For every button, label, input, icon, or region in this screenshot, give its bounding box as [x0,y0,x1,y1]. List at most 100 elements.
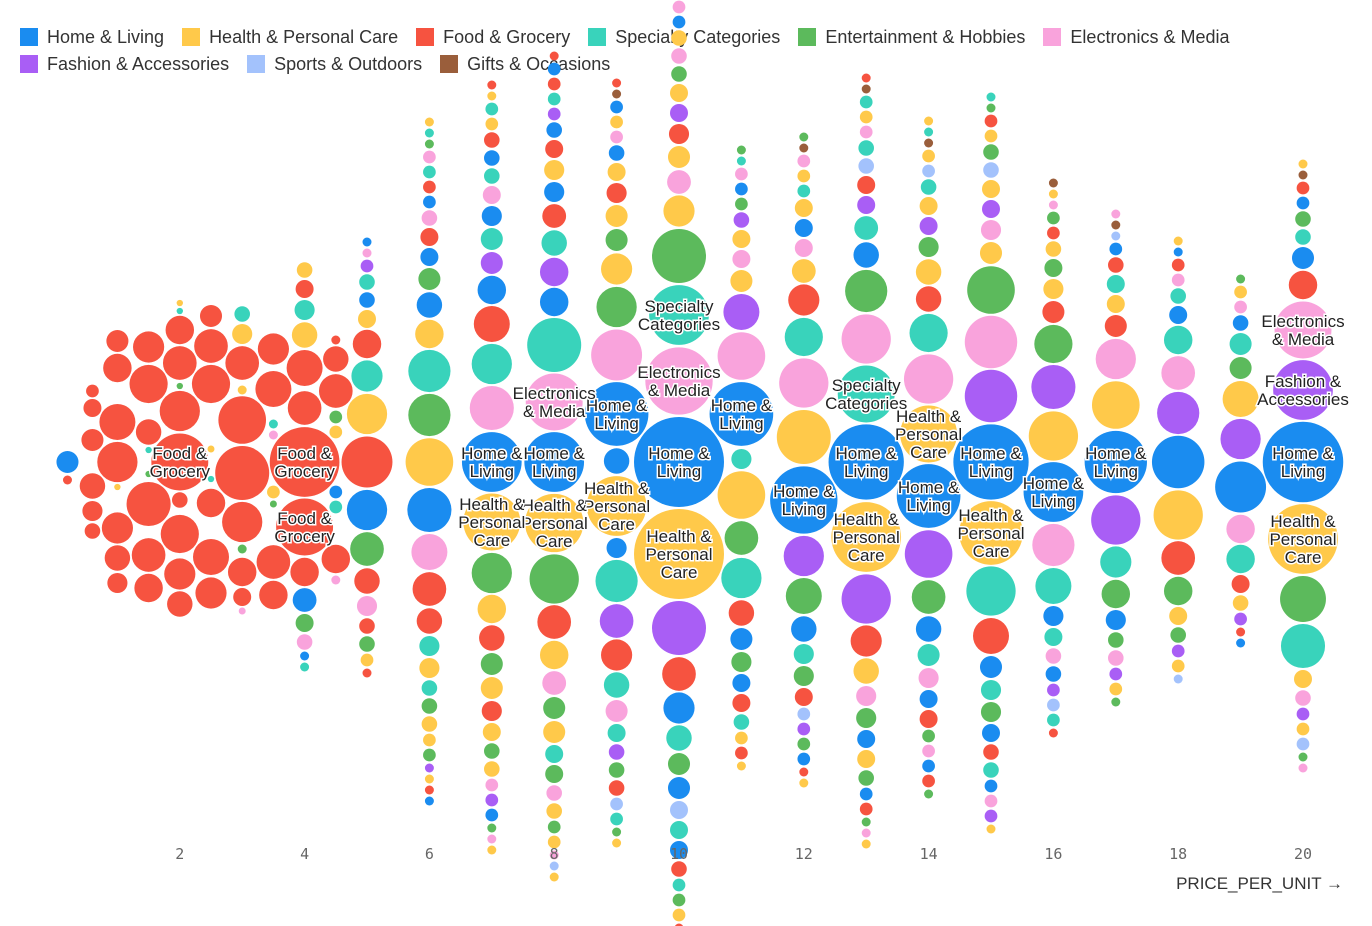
bubble-health-personal-care[interactable] [477,594,507,624]
bubble-health-personal-care[interactable] [485,117,499,131]
bubble-electronics-media[interactable] [841,314,891,364]
bubble-food-grocery[interactable] [134,573,163,603]
bubble-food-grocery[interactable] [215,446,270,500]
bubble-health-personal-care[interactable] [799,778,809,788]
bubble-home-living[interactable] [1262,421,1344,503]
bubble-food-grocery[interactable] [276,498,334,556]
bubble-specialty-categories[interactable] [1044,628,1063,646]
bubble-health-personal-care[interactable] [424,774,434,784]
bubble-food-grocery[interactable] [1047,226,1060,240]
bubble-health-personal-care[interactable] [791,259,816,283]
bubble-fashion-accessories[interactable] [1234,612,1247,626]
bubble-fashion-accessories[interactable] [797,722,811,736]
bubble-home-living[interactable] [329,485,343,499]
bubble-entertainment-hobbies[interactable] [359,636,375,652]
bubble-food-grocery[interactable] [537,605,572,639]
bubble-health-personal-care[interactable] [232,323,253,345]
bubble-food-grocery[interactable] [323,346,349,372]
bubble-specialty-categories[interactable] [485,102,499,116]
bubble-health-personal-care[interactable] [543,720,566,744]
bubble-food-grocery[interactable] [227,557,257,587]
bubble-home-living[interactable] [794,219,813,237]
bubble-specialty-categories[interactable] [1106,275,1125,293]
bubble-entertainment-hobbies[interactable] [1047,211,1060,225]
bubble-sports-outdoors[interactable] [670,801,688,819]
bubble-food-grocery[interactable] [735,746,748,760]
bubble-health-personal-care[interactable] [959,501,1023,565]
bubble-sports-outdoors[interactable] [549,861,559,871]
bubble-health-personal-care[interactable] [900,405,958,463]
bubble-specialty-categories[interactable] [920,179,937,195]
bubble-fashion-accessories[interactable] [608,744,625,760]
bubble-electronics-media[interactable] [1161,356,1196,390]
bubble-home-living[interactable] [979,655,1003,679]
bubble-fashion-accessories[interactable] [480,251,503,275]
bubble-food-grocery[interactable] [83,399,102,417]
bubble-health-personal-care[interactable] [176,299,183,307]
bubble-specialty-categories[interactable] [733,714,750,730]
bubble-specialty-categories[interactable] [986,92,996,102]
bubble-electronics-media[interactable] [1234,300,1247,314]
bubble-fashion-accessories[interactable] [652,601,706,655]
bubble-health-personal-care[interactable] [857,750,876,768]
bubble-entertainment-hobbies[interactable] [1108,632,1124,648]
bubble-food-grocery[interactable] [362,668,372,678]
bubble-health-personal-care[interactable] [544,159,565,181]
bubble-gifts-occasions[interactable] [924,138,934,148]
bubble-specialty-categories[interactable] [858,140,874,156]
bubble-food-grocery[interactable] [788,284,820,316]
bubble-food-grocery[interactable] [359,618,375,634]
legend-item[interactable]: Specialty Categories [588,26,780,48]
bubble-health-personal-care[interactable] [670,84,688,102]
bubble-specialty-categories[interactable] [176,307,183,315]
bubble-health-personal-care[interactable] [1153,490,1203,540]
legend-item[interactable]: Sports & Outdoors [247,53,422,75]
bubble-fashion-accessories[interactable] [723,294,760,330]
bubble-health-personal-care[interactable] [915,259,942,285]
bubble-food-grocery[interactable] [225,346,260,380]
bubble-electronics-media[interactable] [421,210,438,226]
bubble-food-grocery[interactable] [1231,575,1250,593]
legend-item[interactable]: Food & Grocery [416,26,570,48]
bubble-health-personal-care[interactable] [853,658,879,684]
bubble-gifts-occasions[interactable] [1048,178,1058,188]
legend-item[interactable]: Home & Living [20,26,164,48]
bubble-home-living[interactable] [663,692,695,724]
bubble-specialty-categories[interactable] [234,306,250,322]
bubble-health-personal-care[interactable] [423,733,436,747]
bubble-health-personal-care[interactable] [1169,607,1188,625]
bubble-home-living[interactable] [670,841,688,859]
bubble-electronics-media[interactable] [542,671,567,695]
bubble-fashion-accessories[interactable] [733,212,750,228]
bubble-entertainment-hobbies[interactable] [418,267,441,291]
bubble-electronics-media[interactable] [1295,690,1311,706]
bubble-food-grocery[interactable] [983,744,999,760]
bubble-food-grocery[interactable] [84,523,101,539]
bubble-health-personal-care[interactable] [346,393,388,435]
bubble-entertainment-hobbies[interactable] [799,132,809,142]
bubble-health-personal-care[interactable] [797,169,811,183]
bubble-sports-outdoors[interactable] [922,164,935,178]
bubble-entertainment-hobbies[interactable] [484,743,500,759]
bubble-home-living[interactable] [1105,609,1126,631]
bubble-food-grocery[interactable] [1236,627,1246,637]
bubble-food-grocery[interactable] [416,608,443,634]
bubble-entertainment-hobbies[interactable] [1044,259,1063,277]
bubble-food-grocery[interactable] [857,176,876,194]
bubble-home-living[interactable] [915,616,942,642]
bubble-food-grocery[interactable] [545,140,564,158]
bubble-electronics-media[interactable] [238,607,246,615]
bubble-health-personal-care[interactable] [612,838,622,848]
bubble-food-grocery[interactable] [191,364,231,404]
bubble-electronics-media[interactable] [779,358,829,408]
bubble-food-grocery[interactable] [286,350,323,386]
bubble-entertainment-hobbies[interactable] [1280,576,1326,622]
bubble-health-personal-care[interactable] [547,835,561,849]
bubble-electronics-media[interactable] [296,634,313,650]
bubble-electronics-media[interactable] [735,167,748,181]
bubble-food-grocery[interactable] [859,802,873,816]
bubble-home-living[interactable] [1043,605,1064,627]
bubble-health-personal-care[interactable] [360,653,374,667]
bubble-entertainment-hobbies[interactable] [547,820,561,834]
bubble-health-personal-care[interactable] [735,731,748,745]
